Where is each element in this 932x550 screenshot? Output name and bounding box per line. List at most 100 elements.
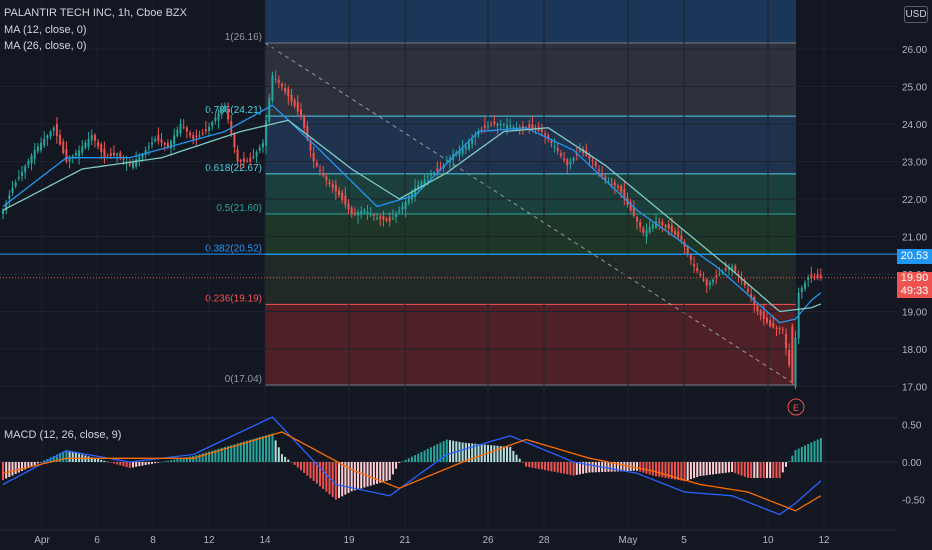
- macd-histogram-bar: [436, 444, 439, 462]
- candle-body: [147, 146, 150, 148]
- macd-histogram-bar: [11, 462, 14, 476]
- candle-body: [762, 311, 765, 319]
- candle-body: [696, 267, 699, 272]
- macd-histogram-bar: [756, 462, 759, 478]
- macd-histogram-bar: [636, 462, 638, 471]
- macd-histogram-bar: [62, 451, 65, 462]
- candle-body: [62, 142, 65, 154]
- ma26-line: [2, 119, 822, 313]
- candle-body: [816, 274, 819, 278]
- candle-body: [740, 279, 743, 281]
- macd-histogram-bar: [204, 452, 207, 462]
- legend-ma26[interactable]: MA (26, close, 0): [4, 40, 87, 52]
- macd-histogram-bar: [750, 462, 753, 478]
- macd-histogram-bar: [385, 462, 388, 481]
- macd-histogram-bar: [182, 457, 185, 462]
- bar-countdown: 49:33: [900, 285, 929, 297]
- macd-histogram-bar: [575, 462, 578, 475]
- candle-body: [246, 160, 249, 162]
- macd-histogram-bar: [566, 462, 569, 475]
- candle-body: [702, 279, 705, 281]
- candle-body: [157, 134, 160, 141]
- macd-histogram-bar: [518, 458, 521, 462]
- macd-histogram-bar: [569, 462, 572, 475]
- candle-body: [474, 135, 477, 137]
- macd-histogram-bar: [613, 462, 616, 472]
- candle-body: [201, 132, 204, 134]
- fib-zone: [265, 43, 796, 117]
- macd-histogram-bar: [804, 445, 807, 462]
- macd-histogram-bar: [686, 462, 689, 481]
- macd-histogram-bar: [724, 462, 727, 473]
- candle-body: [429, 174, 432, 176]
- fibonacci-retracement[interactable]: 1(26.16) 0.786(24.21) 0.618(22.67) 0.5(21.6…: [205, 0, 797, 386]
- fib-level-label: 0.5(21.60): [216, 203, 262, 214]
- macd-histogram-bar: [242, 441, 245, 462]
- candle-body: [423, 179, 426, 185]
- candle-body: [420, 182, 423, 187]
- candle-body: [426, 176, 429, 178]
- macd-histogram-bar: [664, 462, 667, 478]
- candle-body: [715, 275, 718, 277]
- macd-histogram-bar: [55, 454, 58, 462]
- macd-histogram-bar: [68, 450, 71, 462]
- candle-body: [87, 139, 90, 147]
- macd-histogram-bar: [759, 462, 762, 478]
- candle-body: [686, 246, 689, 254]
- candle-body: [160, 139, 163, 143]
- macd-histogram-bar: [502, 446, 505, 462]
- candle-body: [277, 79, 280, 83]
- macd-histogram-bar: [753, 462, 756, 478]
- macd-histogram-bar: [515, 454, 518, 462]
- macd-indicator: [0, 416, 932, 531]
- macd-histogram-bar: [236, 443, 239, 462]
- macd-histogram-bar: [369, 462, 372, 486]
- candle-body: [658, 221, 661, 224]
- macd-histogram-bar: [299, 462, 302, 471]
- candle-body: [309, 140, 312, 151]
- price-tick: 17.00: [902, 383, 927, 394]
- macd-histogram-bar: [404, 459, 407, 462]
- macd-histogram-bar: [607, 462, 610, 472]
- symbol-title[interactable]: PALANTIR TECH INC, 1h, Cboe BZX: [4, 7, 187, 19]
- macd-histogram-bar: [388, 462, 391, 480]
- candle-body: [623, 189, 626, 199]
- candle-body: [610, 183, 613, 185]
- macd-signal-line: [2, 431, 822, 512]
- macd-histogram-bar: [14, 462, 17, 474]
- macd-histogram-bar: [296, 462, 299, 468]
- candle-body: [198, 135, 201, 137]
- candle-body: [487, 125, 490, 127]
- fib-level-label: 0.236(19.19): [205, 293, 262, 304]
- macd-histogram-bar: [315, 462, 318, 484]
- candle-body: [731, 266, 734, 270]
- macd-histogram-bar: [223, 447, 226, 462]
- candle-body: [417, 184, 420, 189]
- macd-histogram-bar: [683, 462, 686, 482]
- candle-body: [293, 100, 296, 107]
- candle-body: [563, 158, 566, 161]
- legend-ma12[interactable]: MA (12, close, 0): [4, 24, 87, 36]
- candle-body: [369, 214, 372, 215]
- candle-body: [109, 153, 112, 156]
- time-tick: 12: [818, 535, 830, 546]
- candle-body: [471, 139, 474, 144]
- macd-histogram-bar: [341, 462, 344, 497]
- macd-histogram-bar: [147, 462, 150, 465]
- candle-body: [189, 133, 192, 136]
- candle-body: [36, 146, 39, 152]
- candle-body: [547, 135, 550, 139]
- candle-body: [179, 124, 182, 134]
- candle-body: [499, 124, 502, 126]
- legend-macd[interactable]: MACD (12, 26, close, 9): [4, 429, 122, 441]
- candle-body: [597, 169, 600, 171]
- candle-body: [182, 127, 185, 129]
- macd-histogram-bar: [788, 461, 791, 462]
- currency-button[interactable]: USD: [904, 6, 928, 23]
- candle-body: [765, 317, 768, 323]
- macd-histogram-bar: [239, 442, 242, 462]
- macd-histogram-bar: [429, 447, 432, 462]
- macd-histogram-bar: [490, 445, 493, 462]
- macd-histogram-bar: [550, 462, 553, 472]
